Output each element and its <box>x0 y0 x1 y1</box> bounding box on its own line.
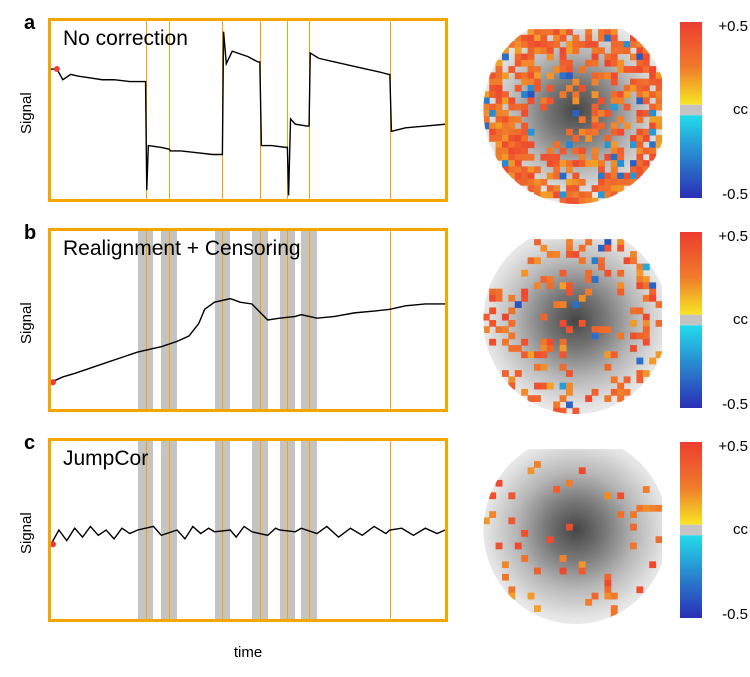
x-axis-label: time <box>48 644 448 661</box>
brain-image <box>470 436 662 624</box>
brain-image <box>470 226 662 414</box>
colorbar-tick-bot: -0.5 <box>722 396 748 413</box>
panel-title: No correction <box>63 27 188 51</box>
colorbar <box>680 442 702 618</box>
timeseries-plot: JumpCor <box>48 438 448 622</box>
timeseries-plot: Realignment + Censoring <box>48 228 448 412</box>
brain-image <box>470 16 662 204</box>
colorbar <box>680 232 702 408</box>
panel-title: Realignment + Censoring <box>63 237 301 261</box>
y-axis-label: Signal <box>18 92 35 134</box>
y-axis-label: Signal <box>18 302 35 344</box>
panel-letter: b <box>24 222 36 245</box>
figure-root: a Signal No correction +0.5 cc -0.5 b Signal Rea… <box>0 0 750 677</box>
panel-title: JumpCor <box>63 447 148 471</box>
colorbar-tick-mid: cc <box>733 521 748 538</box>
colorbar-tick-top: +0.5 <box>718 438 748 455</box>
colorbar-tick-bot: -0.5 <box>722 186 748 203</box>
colorbar-tick-top: +0.5 <box>718 18 748 35</box>
colorbar-tick-mid: cc <box>733 101 748 118</box>
colorbar <box>680 22 702 198</box>
panel-letter: c <box>24 432 35 455</box>
colorbar-tick-top: +0.5 <box>718 228 748 245</box>
panel-letter: a <box>24 12 35 35</box>
colorbar-tick-mid: cc <box>733 311 748 328</box>
colorbar-tick-bot: -0.5 <box>722 606 748 623</box>
y-axis-label: Signal <box>18 512 35 554</box>
timeseries-plot: No correction <box>48 18 448 202</box>
